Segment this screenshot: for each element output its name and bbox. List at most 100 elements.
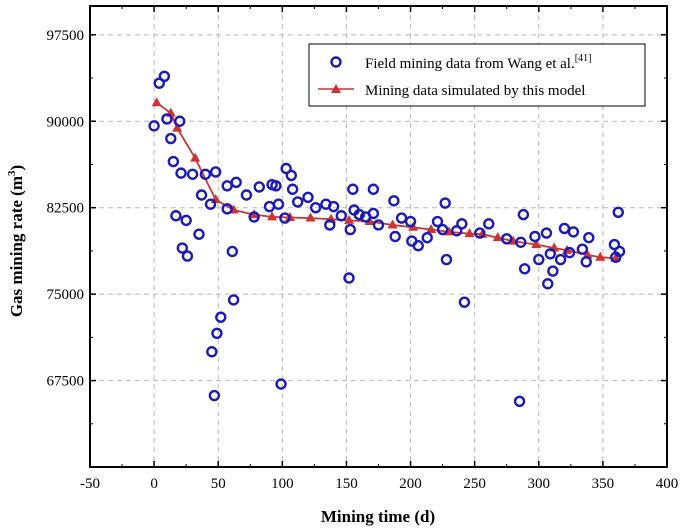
field-data-point — [176, 242, 189, 254]
field-data-point — [613, 245, 626, 258]
field-data-point — [440, 253, 453, 266]
field-data-point — [576, 243, 589, 255]
field-data-point — [230, 176, 242, 189]
legend-marker-field — [330, 56, 342, 68]
x-tick-label: 400 — [656, 476, 679, 492]
field-data-point — [388, 195, 400, 207]
y-tick-label: 97500 — [47, 28, 85, 44]
field-data-point — [501, 233, 513, 245]
field-data-point — [544, 248, 557, 260]
x-tick-label: -50 — [80, 476, 100, 492]
field-data-point — [309, 201, 322, 214]
field-data-point — [372, 219, 385, 231]
field-data-point — [253, 181, 265, 193]
field-data-point — [221, 203, 233, 215]
simulated-point — [464, 228, 475, 238]
field-data-point — [263, 200, 276, 213]
field-data-point — [347, 183, 359, 195]
y-tick-label: 67500 — [47, 374, 85, 390]
field-data-point — [286, 183, 299, 195]
field-data-point — [344, 223, 356, 236]
field-data-point — [518, 263, 531, 275]
field-data-point — [208, 389, 221, 402]
simulated-point — [582, 249, 593, 259]
y-tick-label: 82500 — [47, 201, 85, 217]
field-data-point — [248, 211, 260, 223]
field-data-point — [431, 215, 444, 228]
field-data-point — [148, 120, 160, 132]
field-data-point — [456, 218, 468, 230]
x-tick-label: 0 — [150, 476, 158, 492]
x-tick-label: 200 — [399, 476, 422, 492]
field-data-point — [292, 196, 304, 208]
simulated-point — [190, 152, 201, 162]
field-data-point — [389, 230, 401, 243]
field-data-point — [272, 198, 285, 210]
field-data-point — [161, 113, 173, 125]
x-tick-label: 250 — [463, 476, 486, 492]
field-data-point — [547, 265, 559, 277]
field-data-point — [567, 226, 580, 238]
field-data-point — [170, 210, 182, 222]
field-data-point — [227, 294, 240, 306]
field-data-point — [302, 191, 314, 204]
field-data-point — [412, 240, 424, 252]
field-data-point — [474, 227, 486, 239]
y-tick-label: 75000 — [47, 287, 85, 303]
legend-label-simulated: Mining data simulated by this model — [365, 83, 585, 99]
field-data-point — [158, 70, 171, 83]
y-tick-labels: 67500 75000 82500 90000 97500 — [47, 28, 85, 390]
field-data-point — [186, 168, 199, 180]
field-data-point — [215, 311, 227, 323]
legend-box — [308, 43, 646, 107]
field-data-point — [285, 169, 298, 182]
x-tick-label: 150 — [335, 476, 358, 492]
legend-label-field-ref: [41] — [575, 53, 592, 64]
field-data-point — [174, 115, 186, 127]
simulated-point — [172, 122, 183, 132]
field-data-point — [279, 212, 291, 224]
field-data-point — [275, 378, 287, 390]
field-data-point — [193, 228, 205, 240]
field-data-point — [529, 230, 541, 243]
ticks — [89, 6, 668, 468]
field-data-point — [206, 346, 218, 358]
simulated-point — [344, 214, 355, 224]
field-data-point — [335, 210, 348, 222]
field-data-point — [421, 231, 433, 244]
field-data-point — [513, 395, 526, 408]
field-data-point — [367, 207, 380, 220]
simulated-point — [305, 212, 316, 222]
field-data-point — [343, 272, 355, 284]
simulated-point — [595, 251, 606, 261]
field-data-point — [367, 183, 380, 195]
field-data-point — [165, 132, 177, 145]
simulated-point — [267, 211, 278, 221]
field-data-point — [580, 256, 592, 268]
simulated-point — [151, 97, 162, 107]
field-data-point — [517, 208, 530, 221]
field-data-point — [195, 189, 208, 201]
field-data-point — [458, 296, 471, 308]
field-data-point — [180, 214, 192, 227]
x-tick-labels: -50 0 50 100 150 200 250 300 350 400 — [80, 476, 678, 492]
field-data-point — [167, 155, 180, 168]
field-data-point — [211, 327, 223, 340]
field-data-point — [583, 231, 595, 244]
x-tick-label: 50 — [211, 476, 226, 492]
field-data-point — [542, 278, 554, 290]
x-tick-label: 300 — [528, 476, 551, 492]
simulated-point — [492, 232, 503, 242]
legend: Field mining data from Wang et al.[41] M… — [308, 43, 646, 107]
field-data-point — [436, 223, 449, 236]
legend-marker-simulated — [331, 84, 341, 93]
field-data-point — [515, 236, 527, 248]
simulated-point — [610, 252, 621, 262]
field-data-point — [612, 206, 624, 218]
field-data-point — [240, 189, 253, 201]
field-data-point — [209, 166, 222, 178]
field-data-point — [554, 253, 567, 266]
field-data-series — [148, 70, 626, 408]
y-tick-label: 90000 — [47, 114, 85, 130]
